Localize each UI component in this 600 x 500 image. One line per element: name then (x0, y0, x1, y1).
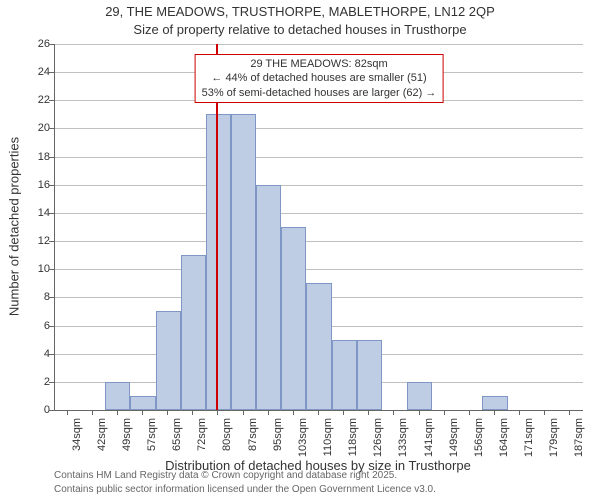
xtick-label: 103sqm (297, 418, 309, 457)
xtick-label: 164sqm (498, 418, 510, 457)
grid-line (55, 213, 583, 214)
annotation-line3: 53% of semi-detached houses are larger (… (202, 86, 437, 100)
histogram-bar (357, 340, 382, 410)
footer-line2: Contains public sector information licen… (54, 484, 436, 495)
xtick-label: 187sqm (573, 418, 585, 457)
histogram-bar (206, 114, 231, 410)
grid-line (55, 241, 583, 242)
xtick-mark (419, 410, 420, 415)
histogram-bar (306, 283, 331, 410)
xtick-mark (192, 410, 193, 415)
xtick-mark (142, 410, 143, 415)
xtick-label: 95sqm (272, 418, 284, 451)
histogram-bar (482, 396, 507, 410)
xtick-mark (519, 410, 520, 415)
xtick-mark (368, 410, 369, 415)
xtick-mark (469, 410, 470, 415)
grid-line (55, 269, 583, 270)
xtick-label: 133sqm (397, 418, 409, 457)
histogram-bar (181, 255, 206, 410)
plot-area: 29 THE MEADOWS: 82sqm ← 44% of detached … (54, 44, 583, 411)
histogram-bar (231, 114, 256, 410)
histogram-bar (130, 396, 155, 410)
y-axis-label: Number of detached properties (7, 44, 22, 410)
histogram-bar (407, 382, 432, 410)
xtick-label: 156sqm (473, 418, 485, 457)
chart-title-line1: 29, THE MEADOWS, TRUSTHORPE, MABLETHORPE… (0, 4, 600, 19)
xtick-mark (117, 410, 118, 415)
footer-line1: Contains HM Land Registry data © Crown c… (54, 470, 397, 481)
ytick-label: 6 (20, 320, 50, 332)
xtick-label: 126sqm (372, 418, 384, 457)
xtick-mark (293, 410, 294, 415)
xtick-label: 110sqm (322, 418, 334, 456)
xtick-label: 42sqm (96, 418, 108, 451)
xtick-mark (343, 410, 344, 415)
xtick-mark (217, 410, 218, 415)
xtick-label: 141sqm (423, 418, 435, 457)
histogram-bar (105, 382, 130, 410)
ytick-label: 4 (20, 348, 50, 360)
xtick-mark (444, 410, 445, 415)
xtick-mark (268, 410, 269, 415)
ytick-label: 18 (20, 151, 50, 163)
xtick-mark (318, 410, 319, 415)
ytick-label: 8 (20, 291, 50, 303)
xtick-label: 149sqm (448, 418, 460, 457)
grid-line (55, 185, 583, 186)
ytick-label: 16 (20, 179, 50, 191)
grid-line (55, 157, 583, 158)
xtick-mark (92, 410, 93, 415)
chart-title-line2: Size of property relative to detached ho… (0, 22, 600, 37)
xtick-label: 65sqm (171, 418, 183, 451)
xtick-mark (167, 410, 168, 415)
xtick-mark (243, 410, 244, 415)
xtick-label: 72sqm (196, 418, 208, 451)
xtick-label: 87sqm (247, 418, 259, 451)
grid-line (55, 44, 583, 45)
histogram-bar (156, 311, 181, 410)
ytick-label: 20 (20, 122, 50, 134)
histogram-bar (256, 185, 281, 410)
xtick-label: 171sqm (523, 418, 535, 457)
ytick-label: 24 (20, 66, 50, 78)
xtick-label: 34sqm (71, 418, 83, 451)
xtick-label: 57sqm (146, 418, 158, 451)
xtick-mark (544, 410, 545, 415)
ytick-label: 14 (20, 207, 50, 219)
xtick-label: 118sqm (347, 418, 359, 456)
ytick-label: 0 (20, 404, 50, 416)
ytick-label: 12 (20, 235, 50, 247)
xtick-label: 80sqm (221, 418, 233, 451)
annotation-box: 29 THE MEADOWS: 82sqm ← 44% of detached … (195, 54, 444, 103)
xtick-mark (393, 410, 394, 415)
annotation-line2: ← 44% of detached houses are smaller (51… (202, 71, 437, 85)
xtick-mark (569, 410, 570, 415)
ytick-label: 2 (20, 376, 50, 388)
ytick-label: 26 (20, 38, 50, 50)
xtick-mark (494, 410, 495, 415)
xtick-mark (67, 410, 68, 415)
histogram-bar (332, 340, 357, 410)
grid-line (55, 128, 583, 129)
annotation-line1: 29 THE MEADOWS: 82sqm (202, 57, 437, 71)
xtick-label: 49sqm (121, 418, 133, 451)
ytick-label: 10 (20, 263, 50, 275)
ytick-label: 22 (20, 94, 50, 106)
histogram-bar (281, 227, 306, 410)
chart-container: 29, THE MEADOWS, TRUSTHORPE, MABLETHORPE… (0, 0, 600, 500)
xtick-label: 179sqm (548, 418, 560, 457)
